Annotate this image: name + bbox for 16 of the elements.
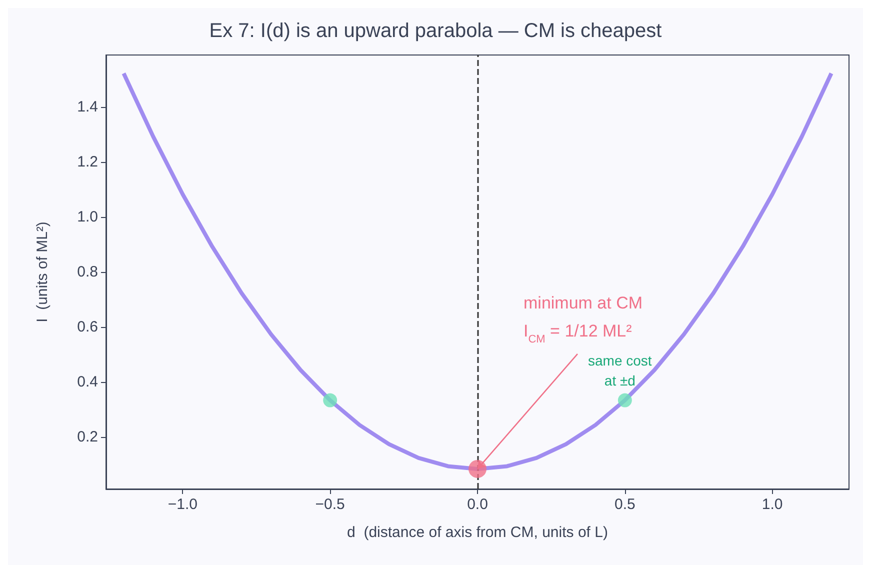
y-tick-label: 0.4: [77, 373, 98, 390]
chart-title: Ex 7: I(d) is an upward parabola — CM is cheapest: [209, 20, 662, 42]
x-tick-label: −0.5: [315, 496, 345, 513]
y-axis-title: I (units of ML²): [34, 222, 51, 322]
y-tick-label: 0.6: [77, 318, 98, 336]
y-tick-label: 1.4: [77, 98, 98, 116]
x-tick-label: −1.0: [168, 496, 198, 513]
y-tick-label: 1.2: [77, 154, 98, 171]
y-tick-label: 1.0: [77, 208, 98, 226]
x-tick-label: 0.0: [467, 496, 488, 513]
y-tick-label: 0.2: [77, 428, 98, 446]
annotation: same cost at ±d: [588, 352, 652, 388]
x-tick-label: 1.0: [762, 496, 783, 513]
x-axis-title: d (distance of axis from CM, units of L): [347, 524, 608, 541]
y-tick-label: 0.8: [77, 264, 98, 280]
x-tick-label: 0.5: [614, 496, 636, 513]
